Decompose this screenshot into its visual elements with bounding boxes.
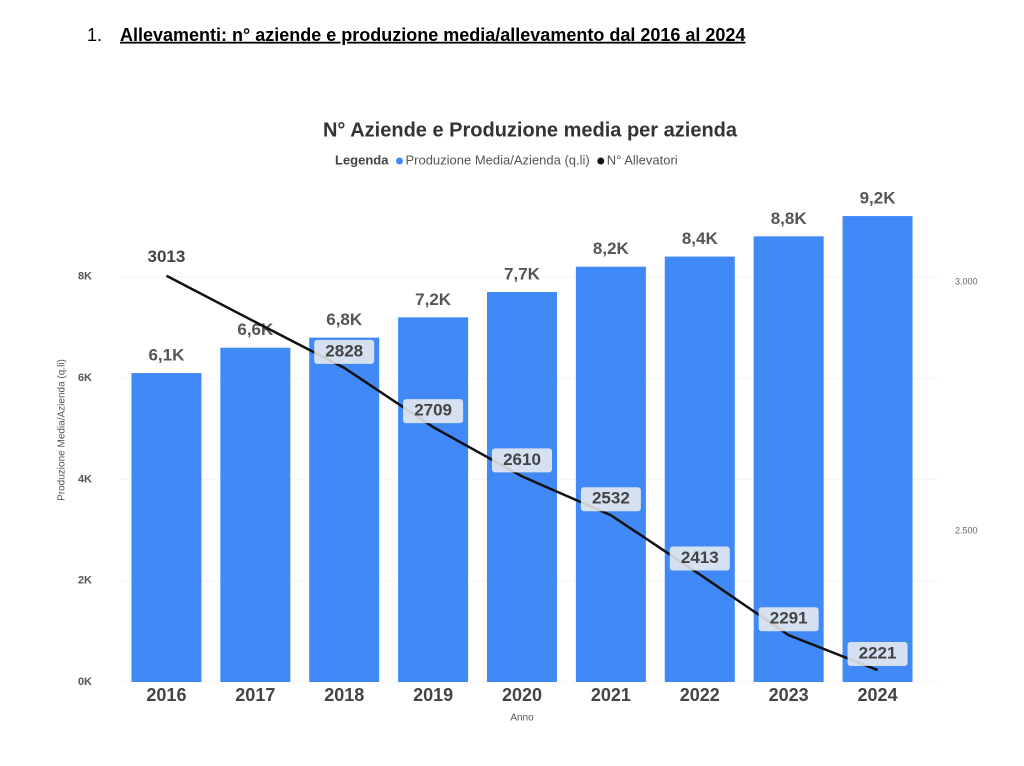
y2-tick-label: 3.000	[955, 277, 978, 287]
line-value-label: 2221	[859, 644, 897, 663]
bar-value-label: 8,8K	[771, 209, 808, 228]
y2-tick-label: 2.500	[955, 526, 978, 536]
line-value-label: 3013	[148, 247, 186, 266]
y-tick-label: 8K	[78, 271, 92, 283]
bar-value-label: 6,1K	[148, 346, 185, 365]
x-tick-label: 2016	[146, 685, 186, 705]
y-tick-label: 6K	[78, 372, 92, 384]
legend-label: Produzione Media/Azienda (q.li)	[405, 152, 589, 167]
legend-marker	[395, 157, 403, 165]
line-label-box	[758, 607, 819, 632]
bar	[131, 373, 202, 682]
legend-label: N° Allevatori	[607, 152, 678, 167]
x-tick-label: 2020	[502, 685, 542, 705]
line-value-label: 2532	[592, 489, 630, 508]
legend-title: Legenda	[335, 152, 389, 167]
line-value-label: 2828	[325, 341, 363, 360]
line-label-box	[314, 339, 375, 364]
bar-value-label: 8,4K	[682, 229, 719, 248]
bar	[842, 216, 913, 682]
bar-value-label: 9,2K	[860, 189, 897, 208]
bar-value-label: 6,8K	[326, 310, 363, 329]
x-tick-label: 2018	[324, 685, 364, 705]
chart-title: N° Aziende e Produzione media per aziend…	[323, 119, 738, 141]
legend-marker	[597, 157, 605, 165]
x-tick-label: 2021	[591, 685, 631, 705]
line-label-box	[847, 642, 908, 667]
x-tick-label: 2019	[413, 685, 453, 705]
y-axis-title: Produzione Media/Azienda (q.li)	[57, 359, 68, 501]
bar-value-label: 7,7K	[504, 265, 541, 284]
heading-text: Allevamenti: n° aziende e produzione med…	[120, 25, 745, 45]
line-value-label: 2413	[681, 548, 719, 567]
x-tick-label: 2022	[680, 685, 720, 705]
y-tick-label: 4K	[78, 473, 92, 485]
y-tick-label: 0K	[78, 676, 92, 688]
bar	[309, 337, 380, 682]
line-label-box	[492, 448, 552, 473]
bar-value-label: 6,6K	[237, 320, 274, 339]
bar	[575, 266, 646, 682]
heading-number: 1.	[87, 25, 102, 45]
line-value-label: 2610	[503, 450, 541, 469]
x-tick-label: 2017	[235, 685, 275, 705]
line-value-label: 2709	[414, 401, 452, 420]
x-tick-label: 2024	[858, 685, 898, 705]
line-label-box	[580, 487, 641, 512]
bar	[398, 317, 469, 682]
bar	[220, 347, 291, 682]
line-label-box	[669, 546, 730, 571]
line-value-label: 2291	[770, 609, 808, 628]
line-label-box	[403, 399, 464, 424]
x-axis-title: Anno	[510, 713, 534, 724]
bar-value-label: 8,2K	[593, 239, 630, 258]
bar	[664, 256, 735, 682]
y-tick-label: 2K	[78, 575, 92, 587]
x-tick-label: 2023	[769, 685, 809, 705]
legend: Legenda Produzione Media/Azienda (q.li) N°…	[335, 152, 678, 167]
bar-value-label: 7,2K	[415, 290, 452, 309]
